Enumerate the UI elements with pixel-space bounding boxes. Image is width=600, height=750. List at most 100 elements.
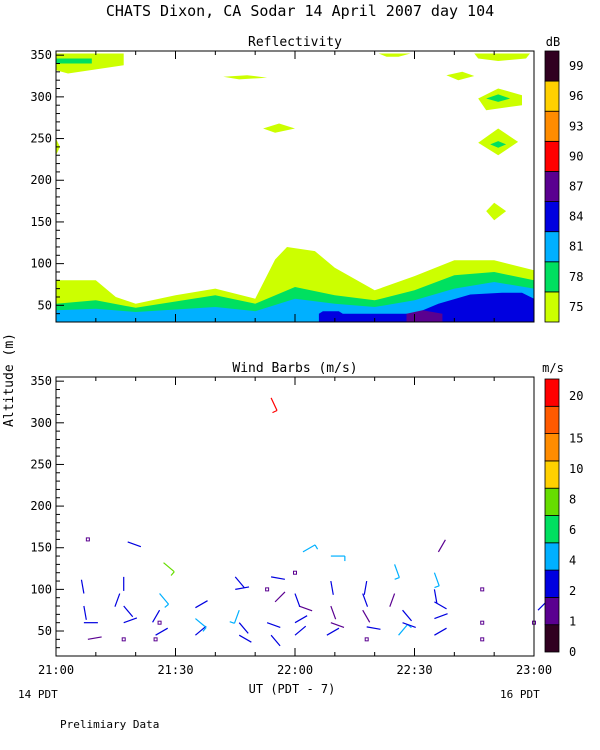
contour-patch-75dB-2	[474, 53, 530, 61]
y-tick-label: 300	[30, 416, 52, 430]
wind-barb-48	[402, 622, 416, 629]
wind-barb-47	[398, 623, 412, 636]
wind-barbs	[80, 397, 485, 647]
wind-barb-calm-59	[480, 620, 485, 625]
x-tick-label: 21:30	[157, 663, 193, 677]
wind-cbar-label: 10	[569, 462, 583, 476]
wind-cbar-label: 20	[569, 389, 583, 403]
wind-cbar-label: 2	[569, 584, 576, 598]
wind-barb-40	[330, 580, 334, 595]
x-tick-label: 21:00	[38, 663, 74, 677]
refl-cbar-color-4	[544, 171, 560, 202]
wind-barb-14	[152, 609, 161, 623]
y-tick-label: 200	[30, 499, 52, 513]
wind-barb-10	[127, 541, 142, 548]
wind-axes: 50 100 150 200 250 300 350 21:00 21:30 22:00 22:30…	[30, 374, 552, 677]
wind-barb-26	[266, 622, 281, 629]
wind-barb-17	[195, 625, 207, 636]
wind-barb-49	[402, 609, 413, 622]
wind-barb-27	[274, 591, 286, 603]
wind-barb-24	[234, 576, 245, 588]
wind-cbar-label: 4	[569, 554, 576, 568]
refl-cbar-color-5	[544, 140, 560, 172]
wind-barb-44	[362, 609, 371, 623]
contour-patch-78dB-2	[490, 141, 507, 148]
refl-cbar-color-8	[544, 50, 560, 82]
reflectivity-contours	[56, 53, 534, 322]
y-tick-label: 150	[30, 215, 52, 229]
refl-cbar-color-0	[544, 291, 560, 323]
wind-cbar-color-2	[544, 569, 560, 598]
y-tick-label: 50	[38, 624, 52, 638]
wind-barb-23	[235, 586, 250, 590]
reflectivity-colorbar-unit: dB	[546, 35, 560, 49]
contour-patch-78dB-0	[56, 58, 92, 64]
x-tick-label: 22:30	[396, 663, 432, 677]
wind-barb-55	[433, 589, 438, 604]
x-axis-label: UT (PDT - 7)	[249, 682, 336, 696]
wind-barb-7	[123, 605, 134, 618]
wind-barb-16	[163, 562, 175, 576]
y-tick-label: 200	[30, 173, 52, 187]
wind-cbar-color-0	[544, 624, 560, 653]
wind-barb-56	[433, 572, 440, 589]
wind-cbar-label: 1	[569, 615, 576, 629]
wind-barb-0	[87, 636, 102, 640]
wind-barb-8	[114, 593, 121, 607]
wind-barb-calm-4	[85, 537, 90, 542]
refl-cbar-label: 75	[569, 300, 583, 314]
wind-cbar-color-5	[544, 487, 560, 516]
wind-colorbar-unit: m/s	[542, 361, 564, 375]
refl-cbar-label: 93	[569, 119, 583, 133]
wind-barb-32	[294, 615, 308, 624]
contour-band-87dB	[406, 310, 443, 322]
refl-cbar-color-2	[544, 231, 560, 263]
wind-barb-19	[195, 600, 208, 609]
wind-barb-20	[238, 634, 252, 643]
wind-cbar-label: 8	[569, 493, 576, 507]
contour-patch-78dB-1	[486, 94, 511, 102]
wind-barb-22	[229, 609, 240, 624]
wind-barb-29	[270, 576, 285, 580]
wind-barb-43	[366, 626, 381, 630]
y-tick-label: 300	[30, 90, 52, 104]
contour-patch-75dB-3	[223, 75, 268, 80]
contour-patch-75dB-4	[446, 71, 475, 81]
refl-cbar-label: 81	[569, 240, 583, 254]
wind-cbar-label: 6	[569, 523, 576, 537]
wind-barb-57	[437, 539, 446, 553]
y-tick-label: 50	[38, 298, 52, 312]
wind-barb-50	[389, 593, 396, 607]
wind-cbar-label: 0	[569, 645, 576, 659]
figure-title: CHATS Dixon, CA Sodar 14 April 2007 day …	[106, 2, 494, 20]
wind-barb-34	[294, 593, 301, 607]
y-tick-label: 150	[30, 541, 52, 555]
wind-colorbar: 0 1 2 4 6 8 10 15 20	[544, 378, 583, 659]
wind-barb-37	[326, 627, 340, 636]
refl-cbar-color-1	[544, 261, 560, 293]
preliminary-data-note: Prelimiary Data	[60, 718, 159, 731]
refl-cbar-label: 78	[569, 270, 583, 284]
y-tick-label: 100	[30, 257, 52, 271]
wind-barb-3	[80, 579, 85, 594]
wind-cbar-color-8	[544, 405, 560, 434]
wind-barb-12	[155, 627, 169, 636]
wind-barb-calm-42	[364, 637, 369, 642]
contour-patch-75dB-7	[263, 123, 295, 133]
y-tick-label: 250	[30, 132, 52, 146]
refl-cbar-label: 96	[569, 89, 583, 103]
wind-barb-38	[330, 622, 345, 629]
wind-barb-6	[123, 617, 138, 624]
reflectivity-title: Reflectivity	[248, 35, 342, 50]
wind-barb-45	[362, 593, 369, 607]
wind-barb-51	[394, 564, 400, 580]
wind-barb-33	[298, 605, 313, 612]
contour-band-84dB	[318, 292, 534, 322]
refl-cbar-color-6	[544, 110, 560, 142]
wind-title: Wind Barbs (m/s)	[232, 361, 357, 376]
wind-barb-30	[270, 397, 278, 414]
y-tick-label: 350	[30, 374, 52, 388]
wind-barb-calm-58	[480, 637, 485, 642]
refl-cbar-label: 87	[569, 180, 583, 194]
